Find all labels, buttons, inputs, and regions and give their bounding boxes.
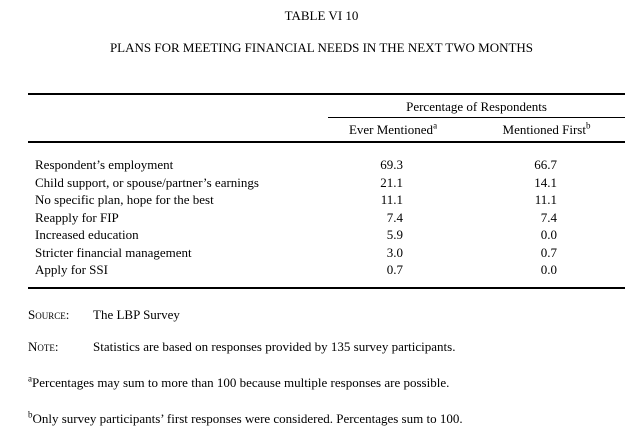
footnote-marker-a: a [433,120,438,131]
ever-mentioned-value: 7.4 [386,209,403,225]
plan-label: Child support, or spouse/partner’s earni… [35,174,259,190]
footnote-a-text: Percentages may sum to more than 100 bec… [32,374,450,390]
group-header-row: Percentage of Respondents [28,95,625,118]
column-header-label: Mentioned First [502,122,586,137]
column-header-mentioned-first: Mentioned Firstb [468,118,625,141]
table-row: Child support, or spouse/partner’s earni… [28,174,625,192]
footnote-marker-b: b [585,120,591,131]
footnote-a: aPercentages may sum to more than 100 be… [28,373,625,391]
mentioned-first-value: 0.0 [540,227,557,242]
source-text: The LBP Survey [93,306,180,322]
column-header-ever-mentioned: Ever Mentioneda [318,118,468,141]
table-title: PLANS FOR MEETING FINANCIAL NEEDS IN THE… [109,40,534,55]
table-row: Stricter financial management 3.0 0.7 [28,244,625,262]
note-label: Note: [28,338,59,354]
footnote-b: bOnly survey participants’ first respons… [28,409,625,427]
table-row: Respondent’s employment 69.3 66.7 [28,156,625,174]
plan-label: Respondent’s employment [35,157,174,172]
mentioned-first-value: 0.0 [540,262,557,277]
plan-label: No specific plan, hope for the best [35,192,214,207]
mentioned-first-value: 66.7 [534,157,557,172]
ever-mentioned-value: 3.0 [386,244,403,260]
ever-mentioned-value: 11.1 [380,192,403,207]
source-label: Source: [28,306,70,322]
header-spacer [28,95,328,118]
table-header: Percentage of Respondents Ever Mentioned… [28,93,625,143]
table-row: Increased education 5.9 0.0 [28,226,625,244]
mentioned-first-value: 14.1 [534,174,557,190]
group-header-cell: Percentage of Respondents [328,95,625,118]
column-header-label: Ever Mentioned [348,122,434,137]
ever-mentioned-value: 0.7 [386,262,403,277]
column-header-row: Ever Mentioneda Mentioned Firstb [28,118,625,141]
ever-mentioned-value: 69.3 [380,157,403,172]
plan-label: Stricter financial management [35,244,192,260]
ever-mentioned-value: 5.9 [386,227,403,242]
table-body: Respondent’s employment 69.3 66.7 Child … [28,143,625,289]
plan-label: Reapply for FIP [35,209,119,225]
table-row: No specific plan, hope for the best 11.1… [28,191,625,209]
mentioned-first-value: 11.1 [534,192,557,207]
note-text: Statistics are based on responses provid… [93,338,456,354]
footnote-a-marker: a [28,373,32,384]
header-spacer [28,118,318,141]
ever-mentioned-value: 21.1 [380,174,403,190]
mentioned-first-value: 0.7 [540,244,557,260]
table-number-title: TABLE VI 10 [284,8,359,23]
plan-label: Apply for SSI [35,262,108,277]
table-row: Reapply for FIP 7.4 7.4 [28,209,625,227]
data-table: Percentage of Respondents Ever Mentioned… [28,93,625,289]
plan-label: Increased education [35,227,139,242]
mentioned-first-value: 7.4 [540,209,557,225]
note-line: Note: Statistics are based on responses … [28,339,625,355]
footnote-b-text: Only survey participants’ first response… [32,410,463,426]
footnote-b-marker: b [28,409,33,420]
table-row: Apply for SSI 0.7 0.0 [28,261,625,279]
source-line: Source: The LBP Survey [28,307,625,323]
